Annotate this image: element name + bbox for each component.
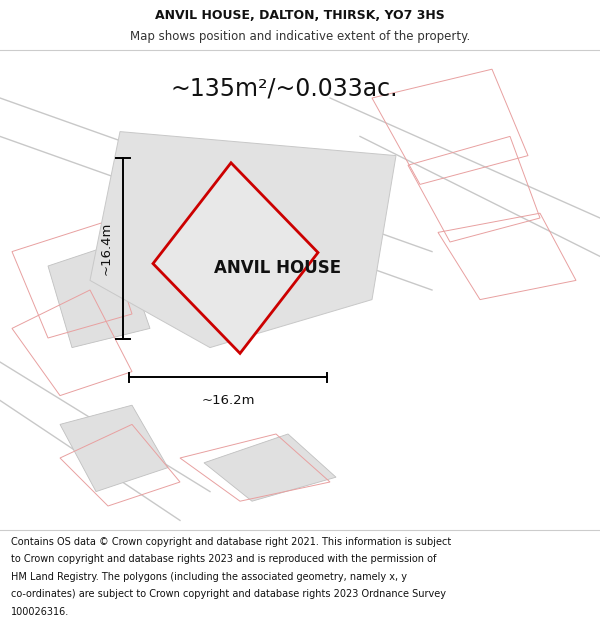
Text: Map shows position and indicative extent of the property.: Map shows position and indicative extent… — [130, 30, 470, 43]
Text: ~16.2m: ~16.2m — [201, 394, 255, 407]
Polygon shape — [90, 132, 396, 348]
Polygon shape — [48, 242, 150, 348]
Polygon shape — [204, 434, 336, 501]
Text: ~135m²/~0.033ac.: ~135m²/~0.033ac. — [171, 76, 398, 101]
Polygon shape — [60, 405, 168, 492]
Text: ~16.4m: ~16.4m — [99, 222, 112, 275]
Polygon shape — [153, 162, 318, 353]
Text: ANVIL HOUSE, DALTON, THIRSK, YO7 3HS: ANVIL HOUSE, DALTON, THIRSK, YO7 3HS — [155, 9, 445, 22]
Text: Contains OS data © Crown copyright and database right 2021. This information is : Contains OS data © Crown copyright and d… — [11, 537, 451, 547]
Text: HM Land Registry. The polygons (including the associated geometry, namely x, y: HM Land Registry. The polygons (includin… — [11, 572, 407, 582]
Text: 100026316.: 100026316. — [11, 607, 69, 617]
Text: to Crown copyright and database rights 2023 and is reproduced with the permissio: to Crown copyright and database rights 2… — [11, 554, 436, 564]
Text: ANVIL HOUSE: ANVIL HOUSE — [214, 259, 341, 277]
Text: co-ordinates) are subject to Crown copyright and database rights 2023 Ordnance S: co-ordinates) are subject to Crown copyr… — [11, 589, 446, 599]
